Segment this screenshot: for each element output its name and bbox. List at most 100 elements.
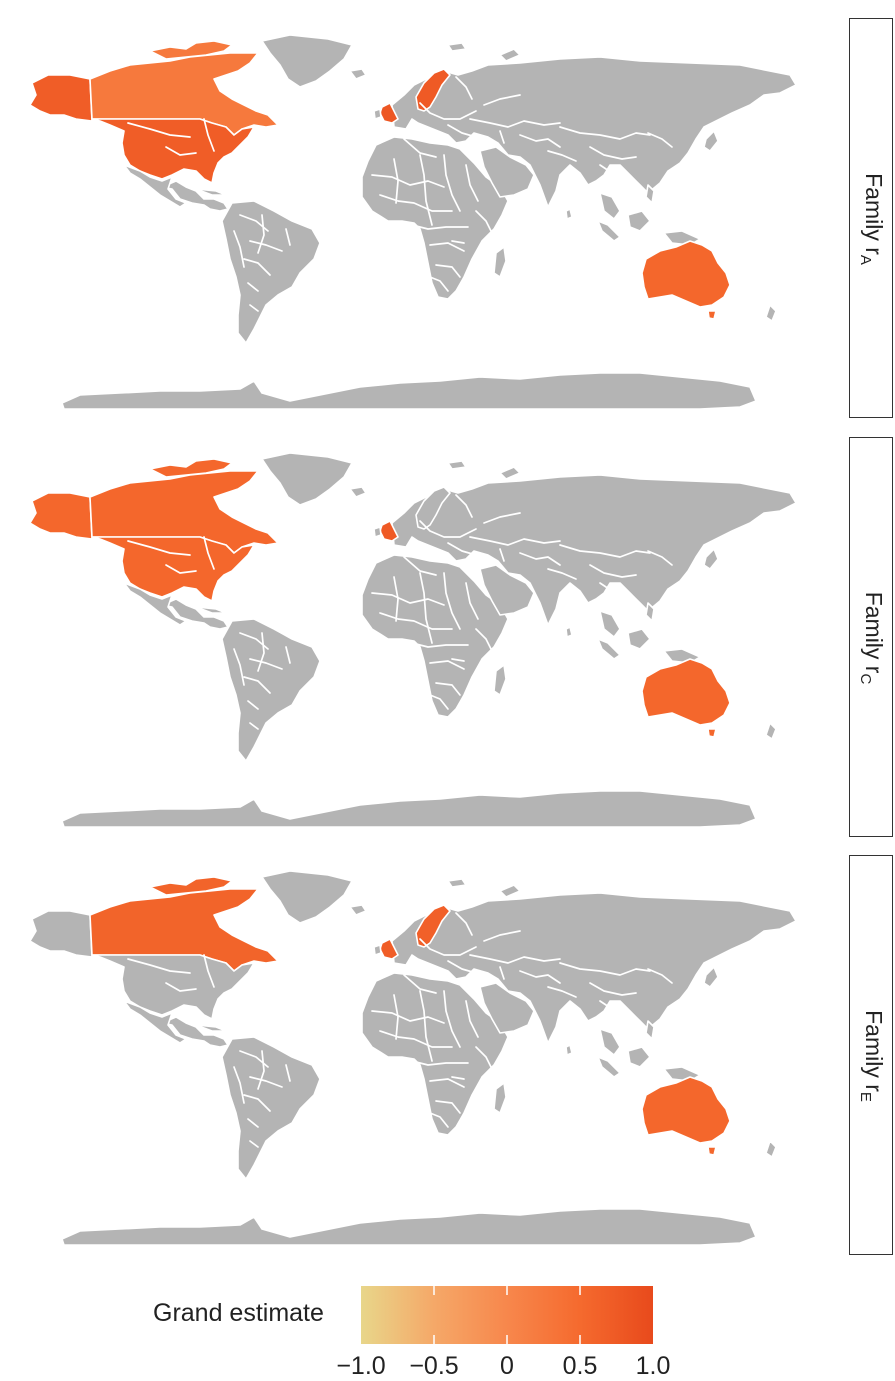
country-border [379, 194, 453, 212]
country-border [371, 174, 445, 188]
country-border [599, 1000, 621, 1020]
region-ireland [373, 108, 382, 120]
region-seasia [599, 192, 621, 220]
country-border [429, 660, 465, 670]
country-border [249, 658, 283, 670]
region-eurasia [391, 892, 797, 1044]
region-antarctica [61, 790, 757, 828]
region-eurasia [391, 56, 797, 208]
country-border [499, 966, 505, 980]
country-border [469, 118, 561, 128]
country-border [455, 76, 473, 100]
map-panel-e [0, 851, 895, 1256]
region-mexico [123, 164, 187, 208]
country-border [443, 154, 461, 212]
country-border [455, 912, 473, 936]
country-border [379, 612, 453, 630]
region-greenland [261, 870, 353, 924]
country-border [257, 1050, 265, 1090]
country-border [203, 536, 215, 570]
country-border [127, 958, 191, 974]
country-border [393, 994, 399, 1040]
scale-tick-label: 0 [500, 1352, 514, 1380]
map-panel-c [0, 433, 895, 838]
country-border [429, 1112, 449, 1128]
region-ireland [373, 944, 382, 956]
region-southamerica [221, 618, 321, 762]
region-madagascar [493, 664, 507, 696]
country-border [249, 722, 259, 730]
country-border [411, 642, 469, 648]
country-border [451, 658, 465, 662]
region-japan [703, 966, 719, 988]
map-panel-a [0, 15, 895, 420]
region-tasmania [707, 310, 717, 320]
country-border [403, 138, 437, 158]
country-border [285, 1064, 291, 1082]
facet-strip-a: Family rA [849, 18, 893, 418]
region-seasia [599, 1028, 621, 1056]
region-svalbard [447, 42, 467, 52]
region-africa [361, 972, 509, 1136]
region-novayazemlya [499, 884, 521, 898]
facet-strip-e: Family rE [849, 855, 893, 1255]
region-arabia [479, 982, 535, 1034]
world-map-c [29, 452, 797, 828]
country-border [249, 240, 283, 252]
country-border [547, 986, 577, 998]
region-arcticislands [149, 40, 233, 60]
country-border [249, 1140, 259, 1148]
country-border [393, 576, 399, 622]
country-border [419, 990, 433, 1062]
country-border [243, 1094, 271, 1112]
region-centralamerica [161, 180, 229, 212]
country-border [435, 682, 461, 696]
region-alaska [29, 910, 93, 958]
region-eurasia [391, 474, 797, 626]
country-border [499, 130, 505, 144]
region-novayazemlya [499, 466, 521, 480]
country-border [127, 122, 191, 138]
region-ireland [373, 526, 382, 538]
region-mexico [123, 1000, 187, 1044]
country-border [247, 1118, 259, 1128]
region-tasmania [707, 1146, 717, 1156]
country-border [249, 304, 259, 312]
country-border [519, 970, 561, 984]
country-border [243, 258, 271, 276]
region-philippines [645, 602, 655, 622]
region-scandinavia [415, 486, 451, 530]
facet-strip-c: Family rC [849, 437, 893, 837]
region-sumatra [597, 638, 621, 660]
country-border [483, 94, 521, 106]
country-border [647, 132, 673, 148]
region-arabia [479, 146, 535, 198]
region-tasmania [707, 728, 717, 738]
country-border [429, 242, 465, 252]
region-mexico [123, 582, 187, 626]
country-border [483, 512, 521, 524]
region-scandinavia [415, 904, 451, 948]
region-sumatra [597, 1056, 621, 1078]
country-border [465, 1000, 479, 1038]
country-border [285, 228, 291, 246]
region-greenland [261, 452, 353, 506]
country-border [451, 240, 465, 244]
region-scandinavia [415, 68, 451, 112]
region-svalbard [447, 878, 467, 888]
country-border [429, 694, 449, 710]
region-cuba [195, 1024, 227, 1032]
country-border [475, 210, 493, 234]
country-border [243, 676, 271, 694]
country-border [203, 118, 215, 152]
scale-tick-label: −1.0 [336, 1352, 386, 1380]
region-centralamerica [161, 1016, 229, 1048]
country-border [419, 154, 433, 226]
region-southamerica [221, 1036, 321, 1180]
country-border [435, 1100, 461, 1114]
region-srilanka [565, 626, 573, 638]
region-madagascar [493, 246, 507, 278]
country-border [647, 968, 673, 984]
world-map-e [29, 870, 797, 1246]
region-australia [641, 240, 731, 308]
